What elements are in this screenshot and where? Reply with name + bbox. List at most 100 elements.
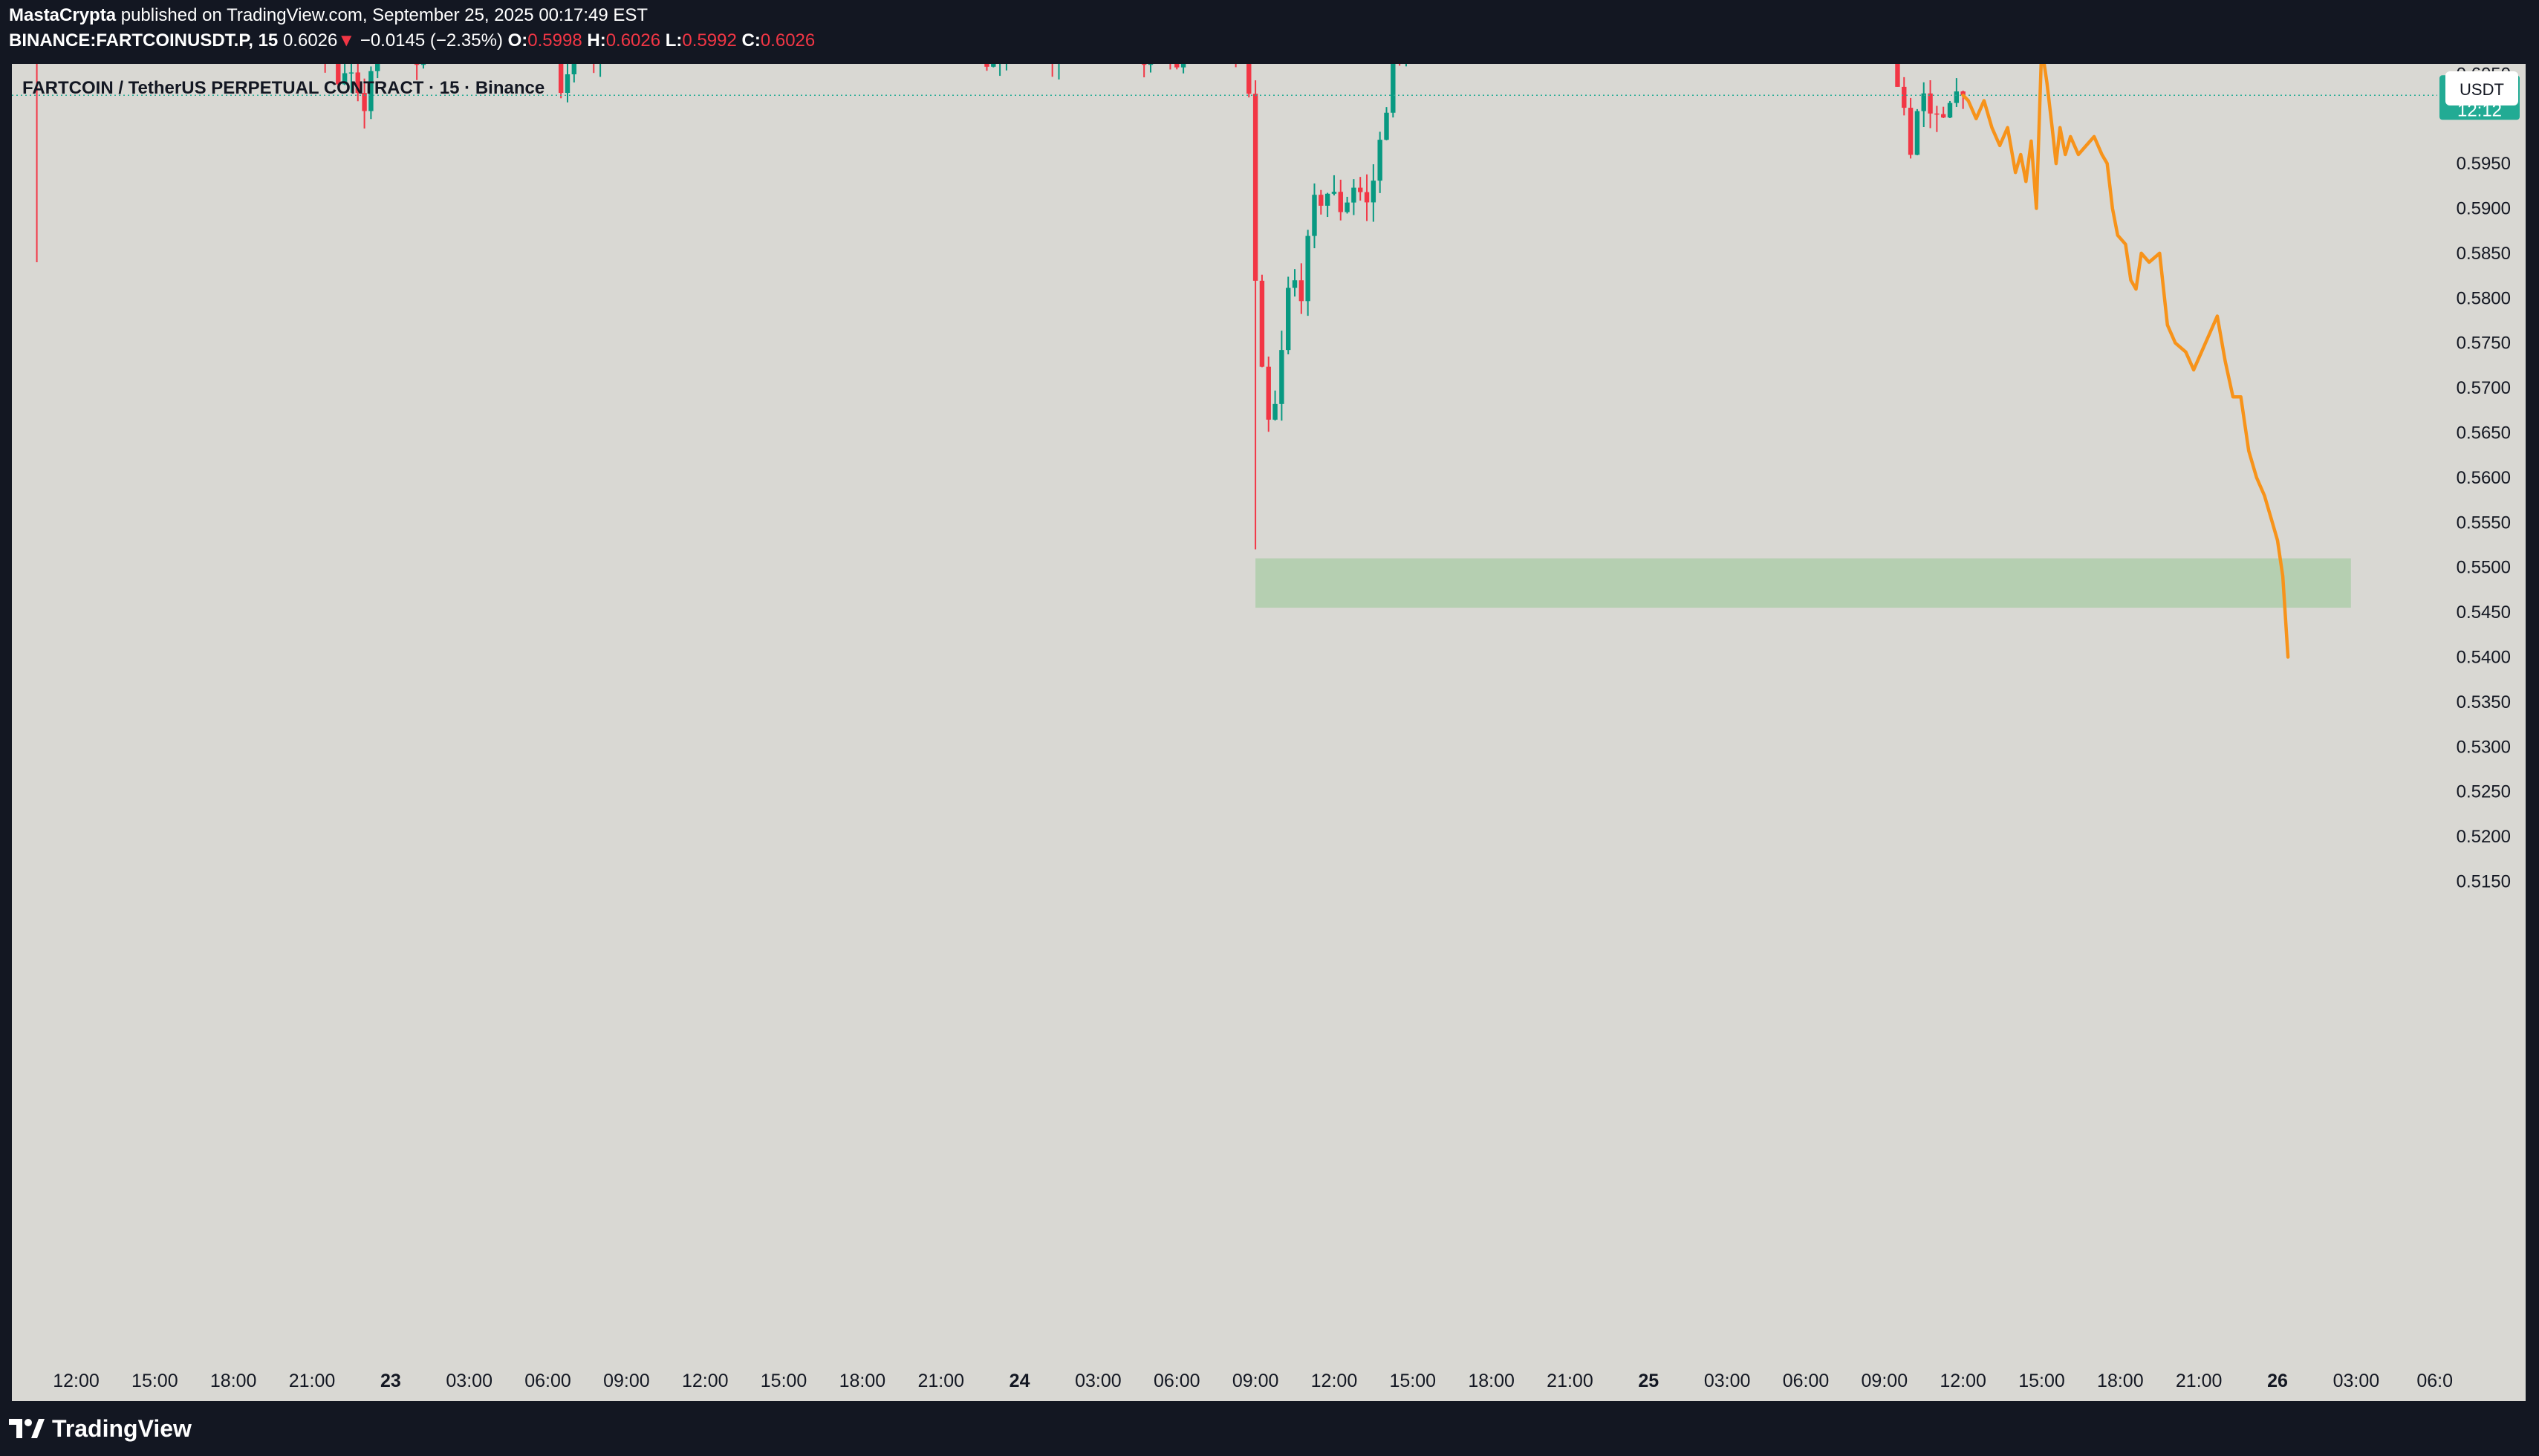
candle — [1338, 179, 1343, 221]
candle — [1148, 64, 1154, 73]
x-tick-label: 15:00 — [761, 1371, 807, 1391]
candle — [1391, 64, 1396, 118]
x-tick-label: 03:00 — [1704, 1371, 1751, 1391]
tradingview-logo-icon — [9, 1419, 45, 1438]
y-tick-label: 0.5250 — [2457, 782, 2511, 802]
candle — [1351, 179, 1356, 215]
x-tick-label: 06:00 — [524, 1371, 571, 1391]
candle-body — [1351, 187, 1356, 203]
projection-path — [1961, 64, 2290, 659]
y-tick-label: 0.5800 — [2457, 288, 2511, 308]
candle-body — [1279, 350, 1284, 404]
high-value: 0.6026 — [605, 30, 661, 51]
candle-body — [1960, 91, 1966, 96]
candle-body — [1259, 280, 1265, 367]
candle — [1169, 64, 1171, 70]
candle — [984, 64, 989, 71]
candle-body — [1292, 280, 1298, 288]
y-tick-label: 0.5700 — [2457, 378, 2511, 398]
x-tick-label: 21:00 — [289, 1371, 336, 1391]
y-tick-label: 0.5650 — [2457, 423, 2511, 443]
candle-body — [1286, 287, 1291, 351]
x-tick-label: 09:00 — [1862, 1371, 1908, 1391]
x-tick-label: 18:00 — [1468, 1371, 1515, 1391]
candle-body — [565, 74, 570, 94]
x-tick-label: 03:00 — [1075, 1371, 1122, 1391]
y-tick-label: 0.5750 — [2457, 334, 2511, 354]
candle — [991, 64, 996, 68]
candle — [999, 64, 1001, 77]
candle — [355, 64, 360, 102]
candle-body — [1345, 202, 1350, 212]
candle-body — [1319, 195, 1324, 206]
chart-panel[interactable]: 0.65000.64500.64000.63500.63000.62500.62… — [12, 64, 2526, 1401]
candle-body — [355, 72, 360, 94]
candle-body — [1947, 103, 1953, 118]
x-tick-label: 12:00 — [682, 1371, 729, 1391]
candle-body — [348, 72, 354, 74]
y-tick-label: 0.5200 — [2457, 827, 2511, 847]
candle-body — [362, 93, 367, 111]
candle — [558, 64, 564, 99]
candle — [1324, 192, 1330, 218]
y-tick-label: 0.5550 — [2457, 513, 2511, 533]
candle — [1279, 331, 1284, 421]
candle-body — [1180, 64, 1186, 68]
candle-body — [1377, 140, 1382, 181]
candle-body — [558, 64, 564, 94]
y-tick-label: 0.5600 — [2457, 468, 2511, 488]
candle — [1286, 276, 1291, 354]
publish-line: MastaCrypta published on TradingView.com… — [9, 3, 815, 28]
y-tick-label: 0.5900 — [2457, 199, 2511, 219]
x-tick-label: 15:00 — [131, 1371, 178, 1391]
candle — [1947, 100, 1953, 119]
candle — [1405, 64, 1407, 67]
currency-label: USDT — [2460, 80, 2504, 99]
candle — [1954, 78, 1960, 107]
candle — [1174, 64, 1180, 70]
candle-body — [1895, 64, 1900, 87]
chart-title: FARTCOIN / TetherUS PERPETUAL CONTRACT ·… — [22, 78, 544, 98]
candle — [565, 64, 570, 103]
close-label: C: — [741, 30, 761, 51]
candle-body — [1331, 192, 1337, 194]
candle — [348, 64, 354, 93]
candle-body — [1174, 64, 1180, 68]
x-tick-label: 12:00 — [53, 1371, 100, 1391]
x-tick-label: 21:00 — [917, 1371, 964, 1391]
candle — [1259, 274, 1265, 368]
currency-button[interactable]: USDT — [2445, 71, 2518, 105]
candle — [1377, 131, 1382, 193]
candle — [593, 64, 595, 74]
x-tick-label: 23 — [380, 1371, 401, 1391]
price-chart[interactable]: 0.65000.64500.64000.63500.63000.62500.62… — [12, 64, 2526, 1401]
candle — [1345, 196, 1350, 214]
candle — [1371, 164, 1376, 222]
x-tick-label: 12:00 — [1311, 1371, 1358, 1391]
candle — [1895, 64, 1900, 87]
y-tick-label: 0.5450 — [2457, 602, 2511, 623]
candle-body — [1902, 86, 1907, 108]
candle — [1180, 64, 1186, 74]
candle-body — [420, 64, 426, 65]
candle-body — [1358, 187, 1363, 192]
y-tick-label: 0.5300 — [2457, 737, 2511, 757]
candle — [1960, 90, 1966, 109]
y-tick-label: 0.5350 — [2457, 692, 2511, 712]
y-tick-label: 0.5850 — [2457, 244, 2511, 264]
tradingview-logo[interactable]: TradingView — [9, 1410, 192, 1447]
open-value: 0.5998 — [527, 30, 582, 51]
candle — [599, 64, 602, 77]
open-label: O: — [507, 30, 528, 51]
candle — [1305, 230, 1310, 316]
x-tick-label: 06:0 — [2416, 1371, 2453, 1391]
x-tick-label: 26 — [2267, 1371, 2288, 1391]
author-name[interactable]: MastaCrypta — [9, 5, 117, 25]
candle-body — [342, 73, 348, 85]
candle-body — [1928, 93, 1933, 114]
candle — [36, 64, 38, 262]
x-tick-label: 21:00 — [2176, 1371, 2223, 1391]
candle-body — [1338, 192, 1343, 212]
last-price: 0.6026 — [282, 30, 338, 51]
candle-body — [1246, 64, 1252, 94]
